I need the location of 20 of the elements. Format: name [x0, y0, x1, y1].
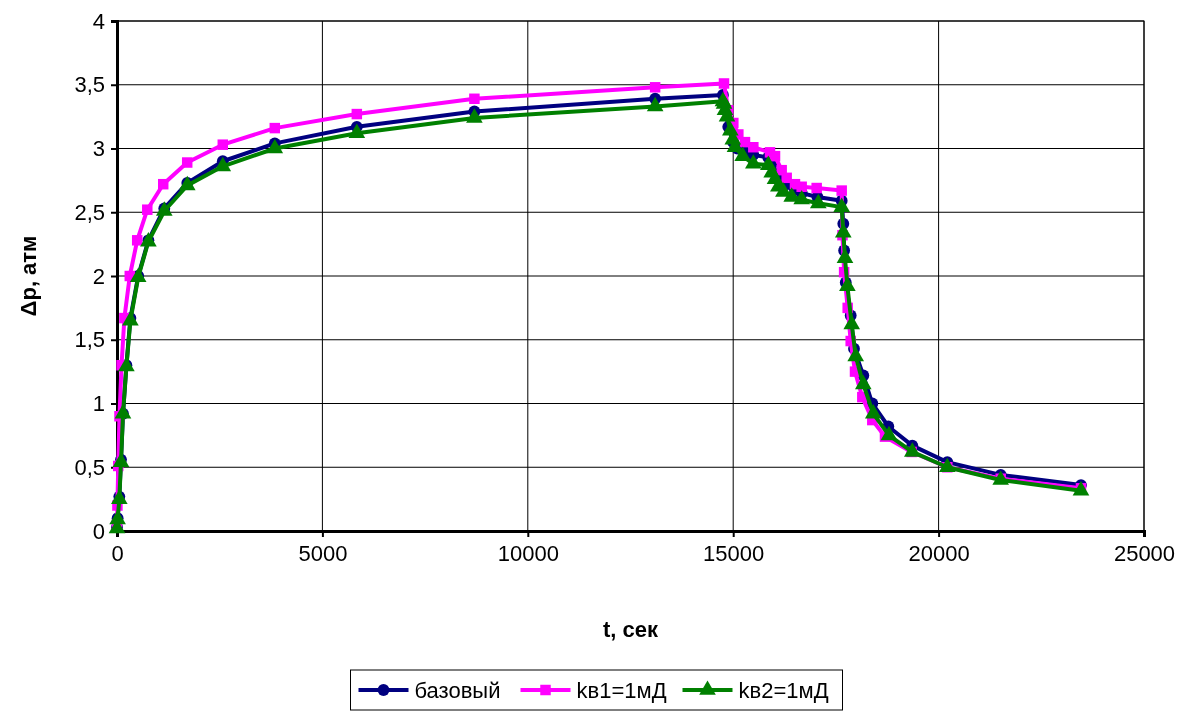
y-tick-label: 2 [92, 263, 105, 289]
legend-label: базовый [414, 678, 501, 703]
y-tick-label: 3,5 [74, 72, 105, 98]
y-tick-label: 1 [92, 391, 105, 417]
x-axis-title: t, сек [602, 617, 659, 642]
x-tick-label: 10000 [497, 540, 559, 566]
y-tick-label: 3 [92, 136, 105, 162]
y-tick-label: 1,5 [74, 327, 105, 353]
legend-label: kв2=1мД [738, 678, 829, 703]
legend-label: kв1=1мД [576, 678, 667, 703]
y-axis-title: Δp, атм [16, 235, 41, 317]
y-tick-label: 0,5 [74, 454, 105, 480]
y-tick-label: 2,5 [74, 199, 105, 225]
x-tick-label: 0 [111, 540, 124, 566]
x-tick-label: 5000 [298, 540, 348, 566]
y-tick-label: 0 [92, 518, 105, 544]
x-tick-label: 20000 [908, 540, 970, 566]
x-tick-label: 25000 [1113, 540, 1176, 566]
y-tick-label: 4 [92, 8, 105, 34]
x-tick-label: 15000 [703, 540, 765, 566]
